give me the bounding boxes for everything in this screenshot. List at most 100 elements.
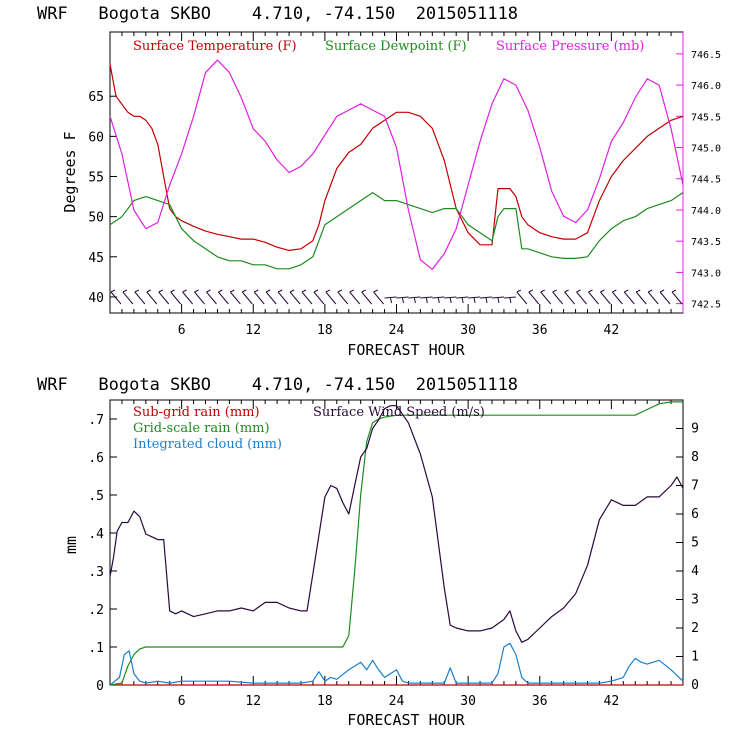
wind-barb-flag (497, 297, 500, 304)
wind-barb-flag (289, 289, 295, 293)
y2-tick-label: 745.0 (691, 144, 721, 155)
wind-barb (552, 291, 564, 305)
wind-barb-flag (671, 289, 677, 293)
y-tick-label: .3 (88, 565, 104, 580)
legend-integrated-cloud: Integrated cloud (mm) (133, 437, 282, 452)
y-tick-label: .7 (88, 413, 104, 428)
wind-barb (588, 291, 599, 305)
wind-barb-flag (588, 289, 593, 293)
top-chart-title: WRF Bogota SKBO 4.710, -74.150 201505111… (37, 4, 518, 24)
series-gridscale-rain (109, 401, 683, 686)
x-tick-label: 24 (389, 694, 405, 709)
x-tick-label: 42 (604, 694, 620, 709)
wind-barb (265, 291, 277, 305)
y2-tick-label: 742.5 (691, 300, 721, 311)
y2-tick-label: 746.5 (691, 50, 721, 61)
wind-barb (194, 291, 205, 305)
y2-tick-label: 743.0 (691, 268, 721, 279)
x-tick-label: 24 (389, 323, 405, 338)
y2-tick-label: 5 (691, 536, 699, 551)
wind-barb (528, 291, 540, 305)
wind-barb (432, 296, 445, 299)
wind-barb (647, 291, 659, 305)
wind-barb-flag (218, 289, 223, 293)
wind-barb-flag (146, 289, 152, 293)
wind-barb-flag (242, 289, 247, 293)
legend-surface-dewpoint: Surface Dewpoint (F) (325, 39, 467, 54)
y2-tick-label: 0 (691, 678, 699, 693)
wind-barb (468, 296, 481, 299)
y2-tick-label: 745.5 (691, 112, 721, 123)
y-tick-label: .6 (88, 451, 104, 466)
wind-barb (146, 291, 158, 305)
wind-barb (611, 291, 623, 305)
wind-barb (313, 291, 325, 305)
wind-barb (576, 291, 587, 305)
series-surface-pressure (109, 59, 684, 270)
y-tick-label: .2 (88, 603, 104, 618)
wind-barb-flag (337, 289, 343, 293)
wind-barb-flag (473, 297, 476, 304)
wind-barb-flag (313, 289, 319, 293)
bottom-x-ticks: 6 12 18 24 30 36 42 (121, 400, 672, 709)
wind-barb (349, 291, 361, 305)
wind-barb (479, 296, 493, 299)
wind-barb (635, 291, 647, 305)
y-tick-label: 60 (88, 130, 104, 145)
wind-barb (277, 291, 289, 305)
wind-barb (301, 291, 313, 305)
series-surface-temperature (109, 63, 684, 251)
x-tick-label: 18 (317, 694, 333, 709)
wind-barb-flag (437, 297, 440, 304)
wind-barb-flag (277, 289, 283, 293)
wind-barb-flag (516, 289, 522, 293)
bottom-chart-title: WRF Bogota SKBO 4.710, -74.150 201505111… (37, 375, 518, 395)
wind-barb-flag (134, 289, 140, 293)
wind-barb (206, 291, 217, 305)
wind-barb (170, 291, 182, 305)
wind-barb-flag (461, 297, 464, 304)
wind-barb-flag (540, 289, 545, 293)
top-chart: WRF Bogota SKBO 4.710, -74.150 201505111… (37, 4, 721, 359)
wind-barb-flag (170, 289, 175, 293)
wind-barb (659, 291, 671, 305)
y2-tick-label: 4 (691, 564, 699, 579)
y-tick-label: 65 (88, 90, 104, 105)
wind-barb-flag (401, 297, 404, 304)
wind-barb-flag (206, 289, 211, 293)
wind-barb-flag (253, 289, 259, 293)
y2-tick-label: 744.0 (691, 206, 721, 217)
wind-barb-flag (265, 289, 271, 293)
wind-barb-flag (230, 289, 235, 293)
wind-barb-flag (449, 297, 452, 304)
wind-barb-flag (528, 289, 534, 293)
wind-barb (218, 291, 229, 305)
bottom-series (109, 401, 684, 686)
wind-barb (408, 296, 421, 299)
y2-tick-label: 9 (691, 422, 699, 437)
wind-barb-flag (110, 289, 116, 293)
wind-barb-flag (373, 289, 378, 293)
wind-barb-flag (390, 297, 393, 304)
wind-barb (564, 291, 575, 305)
wind-barb-flag (485, 297, 488, 304)
y-tick-label: .1 (88, 641, 104, 656)
wind-barb (420, 296, 433, 299)
wind-barb (182, 291, 193, 305)
y2-tick-label: 6 (691, 507, 699, 522)
wind-barb-flag (349, 289, 354, 293)
wind-barb (516, 291, 528, 305)
wind-barb (253, 291, 265, 305)
wind-barb-flag (647, 289, 653, 293)
x-tick-label: 12 (245, 323, 261, 338)
legend-surface-pressure: Surface Pressure (mb) (496, 39, 644, 54)
wind-barb (384, 296, 397, 299)
wind-barb (241, 291, 253, 305)
top-legend: Surface Temperature (F) Surface Dewpoint… (133, 39, 644, 54)
wind-barb (134, 291, 146, 305)
wind-barb-flag (325, 289, 331, 293)
wind-barb (540, 291, 552, 305)
top-x-ticks: 6 12 18 24 30 36 42 (121, 32, 672, 338)
bottom-chart: WRF Bogota SKBO 4.710, -74.150 201505111… (37, 375, 699, 729)
x-tick-label: 42 (604, 323, 620, 338)
